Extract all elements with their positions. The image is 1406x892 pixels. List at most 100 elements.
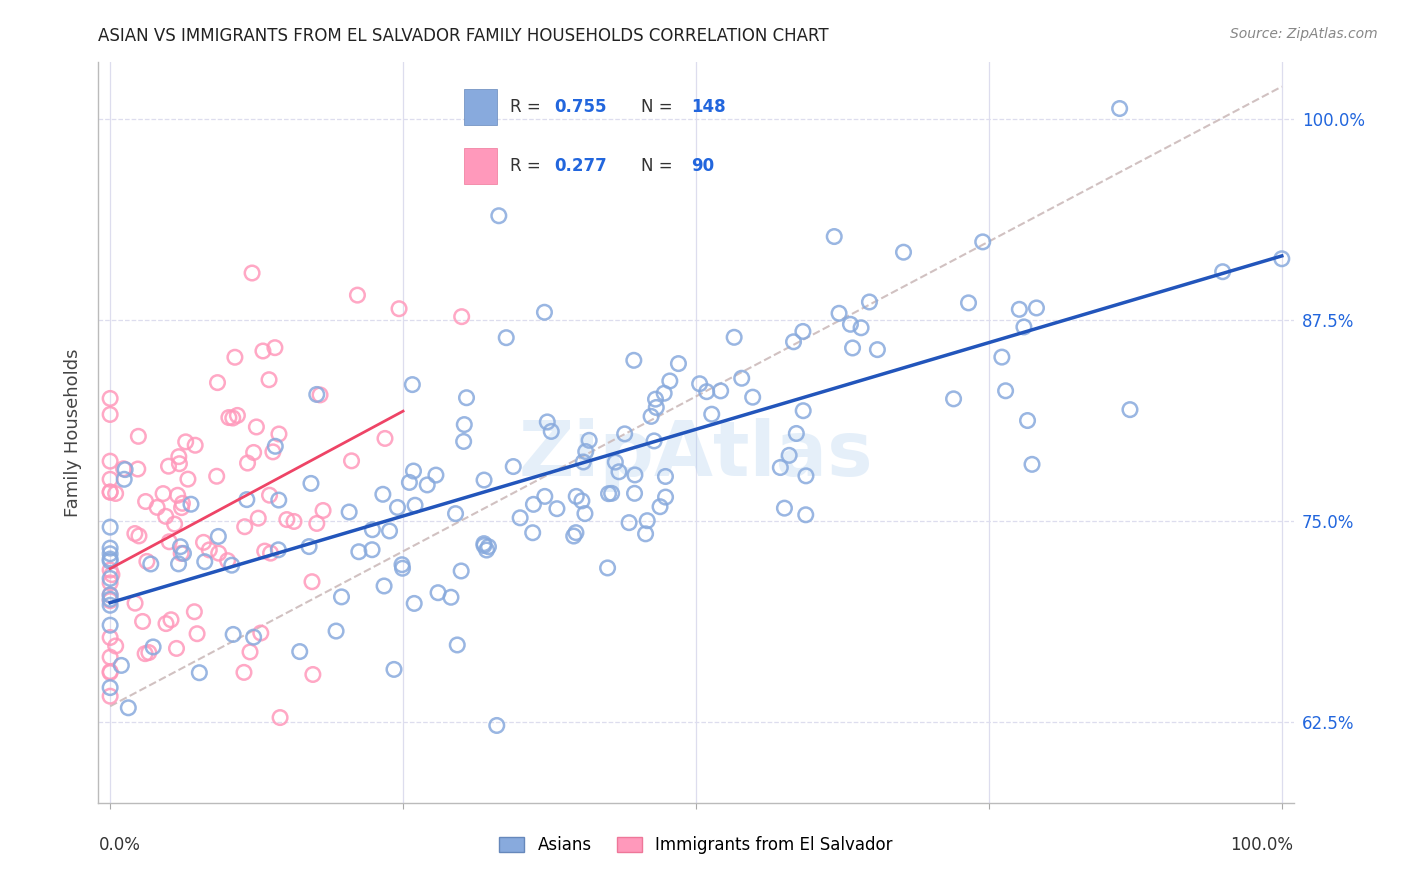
Point (305, 387, 328, 401)
Point (652, 386, 675, 401)
Point (391, 558, 413, 572)
Point (174, 434, 197, 449)
Point (472, 536, 495, 550)
Point (167, 557, 190, 571)
Point (361, 523, 384, 537)
Point (98, 520, 121, 534)
Point (866, 343, 889, 357)
Text: ASIAN VS IMMIGRANTS FROM EL SALVADOR FAMILY HOUSEHOLDS CORRELATION CHART: ASIAN VS IMMIGRANTS FROM EL SALVADOR FAM… (98, 27, 830, 45)
Point (598, 486, 620, 500)
Point (572, 455, 595, 469)
Point (188, 665, 211, 680)
Point (224, 351, 246, 365)
Point (540, 425, 562, 439)
Point (259, 488, 281, 502)
Point (536, 415, 558, 429)
Point (849, 320, 872, 334)
Point (221, 558, 243, 573)
Point (446, 638, 468, 652)
Point (166, 641, 188, 656)
Point (172, 496, 194, 510)
Point (135, 554, 157, 568)
Point (1017, 413, 1039, 427)
Point (104, 639, 127, 653)
Point (135, 494, 157, 508)
Point (575, 444, 598, 458)
Text: Source: ZipAtlas.com: Source: ZipAtlas.com (1230, 27, 1378, 41)
Point (792, 403, 814, 417)
Point (617, 516, 640, 530)
Point (98, 485, 121, 500)
Point (169, 457, 191, 471)
Point (183, 605, 205, 619)
Point (600, 486, 623, 500)
Point (361, 542, 384, 557)
Point (546, 501, 568, 516)
Point (269, 710, 291, 724)
Point (942, 392, 965, 406)
Point (276, 512, 298, 526)
Point (605, 455, 627, 469)
Point (785, 426, 807, 441)
Point (502, 459, 524, 474)
Point (128, 529, 150, 543)
Text: 100.0%: 100.0% (1230, 836, 1294, 855)
Point (222, 411, 245, 425)
Point (1119, 402, 1142, 417)
Point (267, 542, 290, 557)
Point (298, 540, 321, 554)
Point (186, 626, 208, 640)
Point (259, 546, 281, 560)
Y-axis label: Family Households: Family Households (65, 349, 83, 516)
Point (98, 665, 121, 680)
Point (98, 392, 121, 406)
Point (117, 700, 139, 714)
Point (98, 593, 121, 607)
Point (668, 357, 690, 371)
Point (262, 445, 284, 459)
Point (114, 462, 136, 476)
Point (401, 377, 423, 392)
Point (217, 554, 239, 568)
Point (312, 503, 335, 517)
Point (613, 426, 636, 441)
Point (98, 454, 121, 468)
Point (1212, 265, 1234, 279)
Point (253, 544, 276, 558)
Point (522, 497, 544, 511)
Point (373, 579, 395, 593)
Point (404, 498, 426, 512)
Point (596, 561, 619, 575)
Point (139, 557, 162, 571)
Point (1008, 302, 1031, 317)
Point (207, 376, 229, 390)
Point (267, 493, 290, 508)
Point (624, 467, 647, 482)
Text: ZipAtlas: ZipAtlas (519, 417, 873, 491)
Point (155, 616, 177, 631)
Point (309, 388, 332, 402)
Point (839, 318, 862, 332)
Point (578, 434, 600, 448)
Point (240, 266, 263, 280)
Point (648, 500, 671, 514)
Point (155, 509, 177, 524)
Point (257, 373, 280, 387)
Point (533, 490, 555, 504)
Point (623, 486, 645, 500)
Point (169, 540, 191, 554)
Point (416, 478, 439, 492)
Point (98, 485, 121, 500)
Point (337, 505, 360, 519)
Point (391, 561, 413, 575)
Point (340, 454, 363, 468)
Point (127, 429, 149, 443)
Point (127, 462, 149, 476)
Point (242, 630, 264, 644)
Point (222, 627, 245, 641)
Point (160, 613, 183, 627)
Point (347, 545, 370, 559)
Point (456, 391, 478, 405)
Point (643, 434, 665, 448)
Point (236, 492, 259, 507)
